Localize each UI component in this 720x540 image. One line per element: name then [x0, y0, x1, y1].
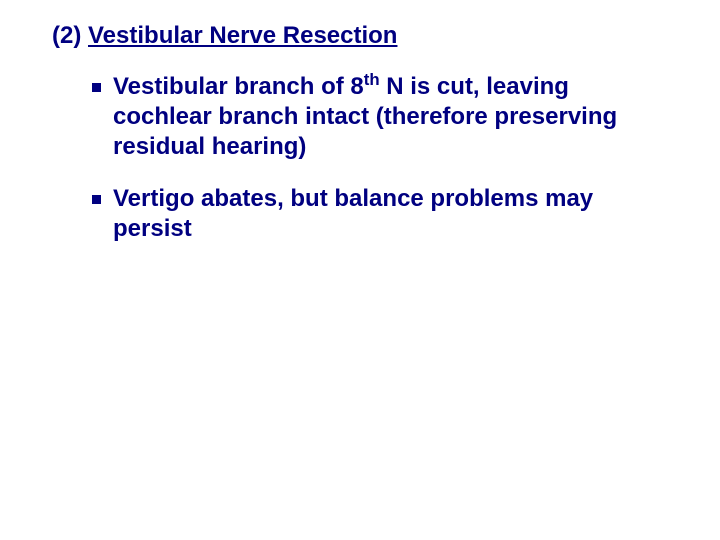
bullet-list: Vestibular branch of 8th N is cut, leavi… — [92, 72, 652, 266]
bullet-icon — [92, 83, 101, 92]
bullet-text-pre: Vestibular branch of 8 — [113, 73, 364, 100]
heading-prefix: (2) — [52, 22, 88, 49]
bullet-text-sup: th — [364, 70, 380, 89]
list-item: Vertigo abates, but balance problems may… — [92, 184, 652, 244]
bullet-text-pre: Vertigo abates, but balance problems may… — [113, 185, 593, 242]
bullet-text: Vertigo abates, but balance problems may… — [113, 184, 652, 244]
bullet-text: Vestibular branch of 8th N is cut, leavi… — [113, 72, 652, 162]
slide: (2) Vestibular Nerve Resection Vestibula… — [0, 0, 720, 540]
slide-heading: (2) Vestibular Nerve Resection — [52, 22, 397, 51]
heading-title: Vestibular Nerve Resection — [88, 22, 397, 49]
list-item: Vestibular branch of 8th N is cut, leavi… — [92, 72, 652, 162]
bullet-icon — [92, 195, 101, 204]
